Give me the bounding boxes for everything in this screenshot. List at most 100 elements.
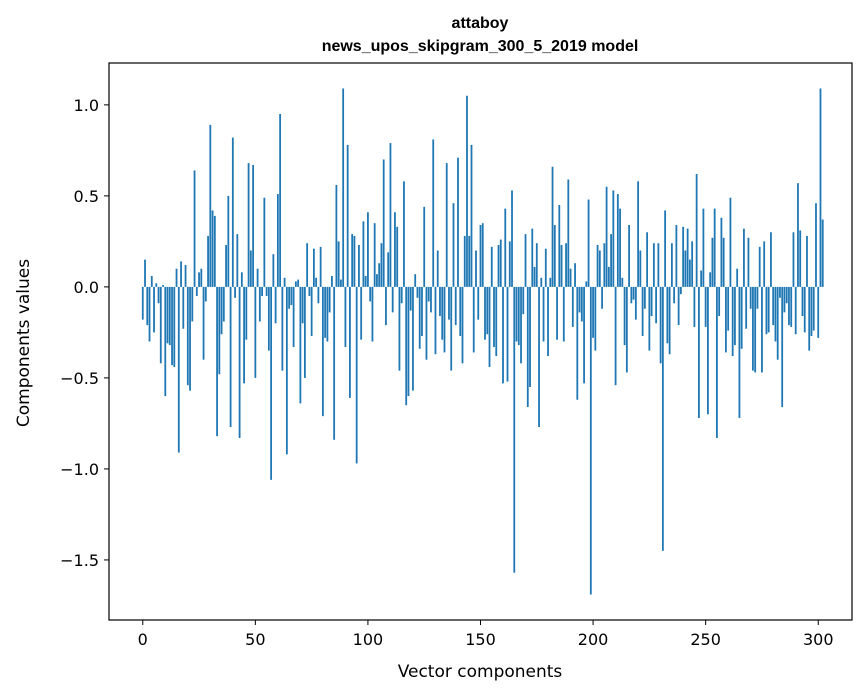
bar (592, 286, 594, 338)
bar (688, 259, 691, 287)
bar (265, 286, 268, 296)
bar (605, 186, 608, 287)
bar (472, 286, 475, 353)
bar (270, 286, 273, 480)
bar (150, 275, 153, 287)
bar (794, 286, 797, 335)
bar (788, 286, 790, 326)
bar (189, 286, 191, 391)
bar (337, 241, 340, 287)
bar (736, 268, 739, 287)
bar (542, 286, 545, 342)
bar (294, 281, 297, 287)
bar (448, 286, 450, 320)
bar (729, 197, 732, 287)
bar (398, 286, 401, 371)
bar (772, 286, 775, 326)
x-tick-label: 200 (578, 630, 609, 649)
bar (358, 245, 360, 287)
bar (252, 164, 254, 287)
bar (484, 286, 486, 340)
bar (382, 159, 385, 287)
bar (637, 181, 640, 287)
bar (718, 286, 721, 317)
bar (459, 286, 462, 337)
bar (562, 286, 565, 342)
bar (585, 281, 588, 287)
bar (693, 286, 696, 327)
y-tick-label: −1.5 (60, 551, 99, 570)
bar (610, 234, 612, 287)
bar (290, 286, 293, 306)
bar (263, 197, 266, 287)
bar (659, 286, 662, 364)
bar (612, 190, 615, 287)
bar (200, 268, 203, 287)
bar (725, 286, 727, 353)
bar (515, 286, 518, 342)
bar (261, 286, 263, 296)
bar (783, 286, 786, 313)
bar (576, 286, 579, 400)
bar (204, 286, 207, 302)
bar (544, 248, 547, 287)
bar (756, 286, 759, 309)
bar (279, 113, 282, 287)
bar (596, 245, 599, 287)
bar (355, 286, 358, 464)
bars-group (141, 88, 824, 595)
bar (173, 286, 176, 367)
bar (670, 243, 673, 287)
bar (297, 279, 300, 287)
bar (141, 286, 144, 320)
bar (441, 286, 444, 340)
bar (371, 286, 374, 342)
bar (144, 259, 146, 287)
bar (394, 212, 396, 287)
bar (209, 124, 212, 287)
bar (601, 286, 603, 309)
bar (439, 286, 441, 317)
bar (247, 163, 250, 287)
bar (720, 217, 723, 287)
bar (258, 286, 261, 322)
bar (416, 286, 419, 298)
bar (177, 286, 180, 453)
bar (326, 286, 329, 342)
bar (625, 286, 628, 373)
bar (779, 286, 781, 298)
bar (288, 286, 291, 309)
bar (634, 286, 637, 320)
bar (461, 286, 464, 364)
bar (639, 250, 642, 287)
bar (168, 286, 171, 346)
bar (303, 286, 306, 378)
y-tick-label: 0.5 (74, 187, 99, 206)
chart-subtitle: news_upos_skipgram_300_5_2019 model (322, 38, 639, 55)
bar (443, 286, 446, 353)
bar (470, 144, 473, 287)
bar (817, 286, 820, 338)
bar (691, 241, 694, 287)
x-axis-label: Vector components (398, 662, 563, 682)
bar (765, 286, 768, 335)
bar (506, 286, 509, 382)
bar (497, 245, 500, 287)
bar (727, 286, 730, 331)
bar (342, 88, 345, 287)
bar (558, 204, 561, 287)
bar (380, 243, 383, 287)
x-tick-label: 50 (245, 630, 265, 649)
bar (709, 272, 712, 287)
bar (578, 286, 581, 313)
bar (614, 286, 617, 386)
bar (776, 286, 779, 360)
bar (331, 275, 333, 287)
bar (195, 286, 198, 296)
bar (186, 286, 189, 386)
bar (571, 286, 574, 327)
bar (679, 286, 682, 295)
bar (148, 286, 151, 342)
bar (607, 266, 610, 287)
